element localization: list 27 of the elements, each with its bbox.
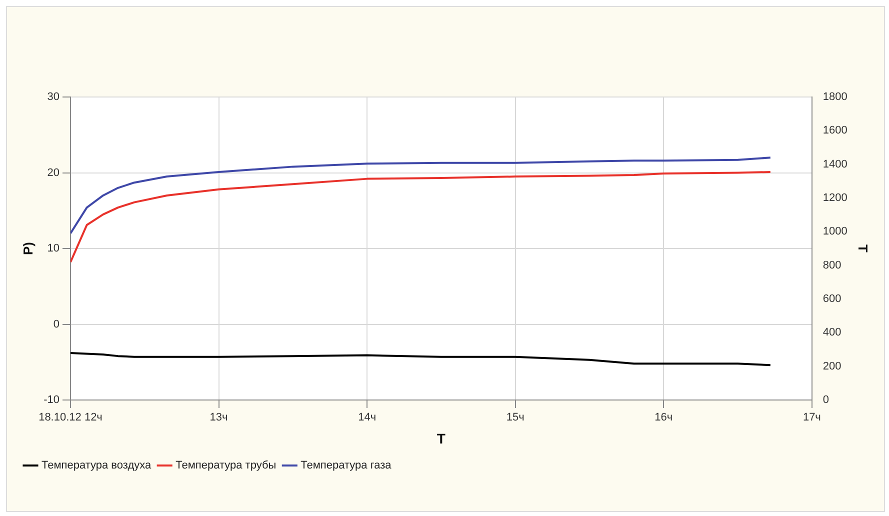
y-tick-label: 0 <box>53 318 60 330</box>
x-tick-label: 18.10.12 12ч <box>38 412 102 424</box>
legend-label: Температура трубы <box>176 460 276 472</box>
x-tick-label: 17ч <box>802 412 821 424</box>
y2-tick-label: 1400 <box>822 158 848 170</box>
x-axis-title: T <box>436 430 446 446</box>
y-axis-title: P) <box>20 242 36 255</box>
x-tick-label: 16ч <box>654 412 673 424</box>
y-tick-label: 20 <box>47 166 60 179</box>
y-tick-label: 10 <box>47 242 60 255</box>
y2-tick-label: 600 <box>822 293 842 306</box>
y-tick-label: -10 <box>44 394 60 406</box>
y2-tick-label: 1600 <box>822 124 848 137</box>
legend-label: Температура воздуха <box>42 460 152 472</box>
y2-tick-label: 800 <box>822 259 842 272</box>
y-tick-label: 30 <box>47 91 60 104</box>
y2-tick-label: 400 <box>822 326 842 339</box>
x-tick-label: 15ч <box>506 412 524 424</box>
y2-tick-label: 1000 <box>822 226 848 238</box>
y2-tick-label: 1200 <box>822 192 848 204</box>
y2-tick-label: 1800 <box>822 91 848 104</box>
y2-axis-title: T <box>856 244 871 253</box>
y2-tick-label: 200 <box>822 360 842 372</box>
x-tick-label: 13ч <box>210 412 228 424</box>
y2-tick-label: 0 <box>822 394 830 406</box>
legend-label: Температура газа <box>300 460 392 472</box>
x-tick-label: 14ч <box>358 412 376 424</box>
